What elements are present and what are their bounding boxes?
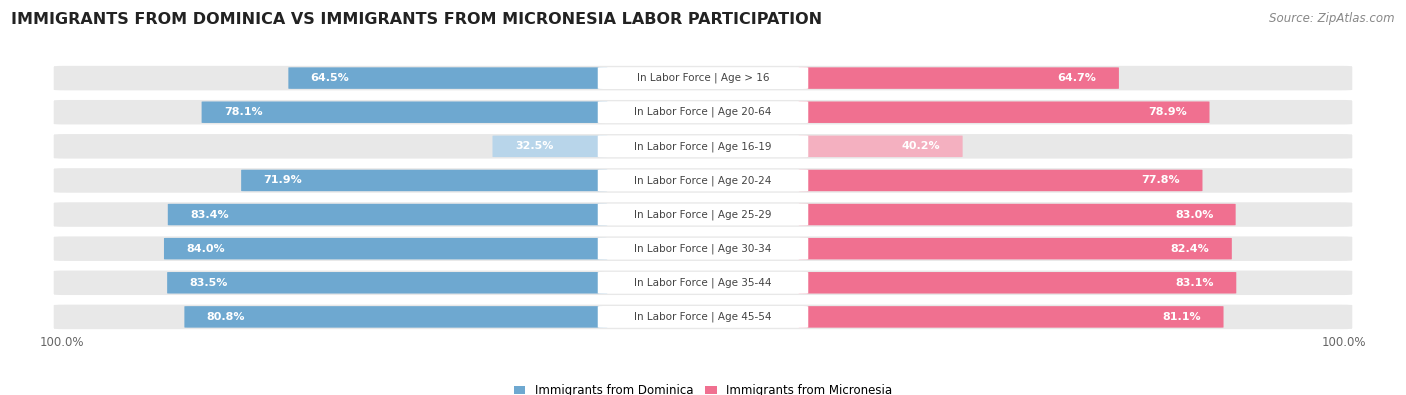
FancyBboxPatch shape	[288, 68, 607, 89]
Text: IMMIGRANTS FROM DOMINICA VS IMMIGRANTS FROM MICRONESIA LABOR PARTICIPATION: IMMIGRANTS FROM DOMINICA VS IMMIGRANTS F…	[11, 12, 823, 27]
FancyBboxPatch shape	[799, 68, 1119, 89]
Text: In Labor Force | Age 45-54: In Labor Force | Age 45-54	[634, 312, 772, 322]
FancyBboxPatch shape	[799, 238, 1232, 260]
FancyBboxPatch shape	[242, 170, 607, 191]
FancyBboxPatch shape	[184, 306, 607, 327]
FancyBboxPatch shape	[165, 238, 607, 260]
Text: In Labor Force | Age 16-19: In Labor Force | Age 16-19	[634, 141, 772, 152]
Text: 83.1%: 83.1%	[1175, 278, 1213, 288]
Text: 83.5%: 83.5%	[190, 278, 228, 288]
Text: In Labor Force | Age > 16: In Labor Force | Age > 16	[637, 73, 769, 83]
Text: Source: ZipAtlas.com: Source: ZipAtlas.com	[1270, 12, 1395, 25]
Text: In Labor Force | Age 25-29: In Labor Force | Age 25-29	[634, 209, 772, 220]
FancyBboxPatch shape	[799, 272, 1236, 293]
Legend: Immigrants from Dominica, Immigrants from Micronesia: Immigrants from Dominica, Immigrants fro…	[509, 379, 897, 395]
FancyBboxPatch shape	[167, 272, 607, 293]
FancyBboxPatch shape	[598, 101, 808, 123]
FancyBboxPatch shape	[598, 135, 808, 157]
Text: 81.1%: 81.1%	[1163, 312, 1201, 322]
FancyBboxPatch shape	[799, 306, 1223, 327]
FancyBboxPatch shape	[52, 303, 1354, 331]
FancyBboxPatch shape	[52, 269, 1354, 296]
Text: 32.5%: 32.5%	[515, 141, 553, 151]
FancyBboxPatch shape	[598, 169, 808, 191]
FancyBboxPatch shape	[52, 167, 1354, 194]
FancyBboxPatch shape	[492, 135, 607, 157]
FancyBboxPatch shape	[52, 201, 1354, 228]
Text: 78.1%: 78.1%	[224, 107, 263, 117]
FancyBboxPatch shape	[52, 64, 1354, 92]
Text: 77.8%: 77.8%	[1142, 175, 1180, 185]
Text: In Labor Force | Age 30-34: In Labor Force | Age 30-34	[634, 243, 772, 254]
Text: 64.7%: 64.7%	[1057, 73, 1097, 83]
FancyBboxPatch shape	[201, 102, 607, 123]
FancyBboxPatch shape	[598, 272, 808, 294]
Text: 82.4%: 82.4%	[1171, 244, 1209, 254]
FancyBboxPatch shape	[799, 102, 1209, 123]
Text: In Labor Force | Age 35-44: In Labor Force | Age 35-44	[634, 278, 772, 288]
Text: 40.2%: 40.2%	[901, 141, 941, 151]
Text: 100.0%: 100.0%	[1322, 336, 1367, 349]
FancyBboxPatch shape	[52, 99, 1354, 126]
FancyBboxPatch shape	[598, 238, 808, 260]
FancyBboxPatch shape	[52, 133, 1354, 160]
FancyBboxPatch shape	[598, 306, 808, 328]
FancyBboxPatch shape	[799, 135, 963, 157]
Text: 64.5%: 64.5%	[311, 73, 350, 83]
Text: 83.0%: 83.0%	[1175, 210, 1213, 220]
FancyBboxPatch shape	[598, 204, 808, 226]
Text: 80.8%: 80.8%	[207, 312, 245, 322]
Text: In Labor Force | Age 20-24: In Labor Force | Age 20-24	[634, 175, 772, 186]
Text: 78.9%: 78.9%	[1149, 107, 1187, 117]
Text: In Labor Force | Age 20-64: In Labor Force | Age 20-64	[634, 107, 772, 117]
Text: 100.0%: 100.0%	[39, 336, 84, 349]
FancyBboxPatch shape	[598, 67, 808, 89]
FancyBboxPatch shape	[52, 235, 1354, 262]
FancyBboxPatch shape	[799, 204, 1236, 225]
Text: 83.4%: 83.4%	[190, 210, 229, 220]
FancyBboxPatch shape	[167, 204, 607, 225]
Text: 84.0%: 84.0%	[187, 244, 225, 254]
Text: 71.9%: 71.9%	[263, 175, 302, 185]
FancyBboxPatch shape	[799, 170, 1202, 191]
